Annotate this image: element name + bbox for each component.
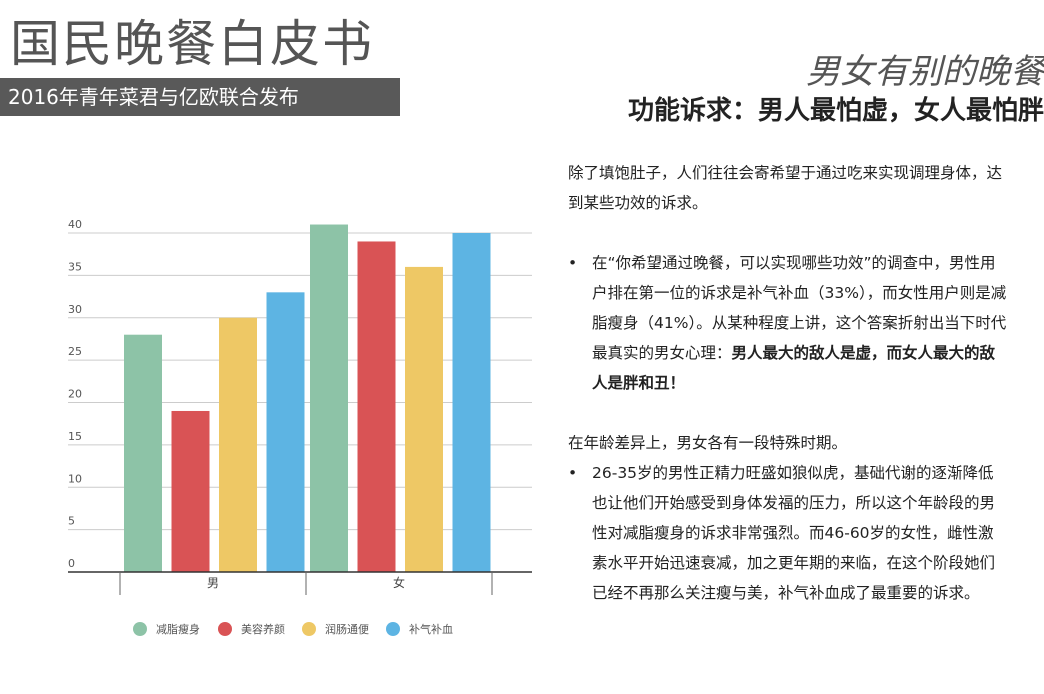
bullet-item: • 在“你希望通过晚餐，可以实现哪些功效”的调查中，男性用户排在第一位的诉求是补气… <box>568 248 1008 398</box>
paragraph: 除了填饱肚子，人们往往会寄希望于通过吃来实现调理身体，达到某些功效的诉求。 <box>568 164 1003 212</box>
paragraph: 在年龄差异上，男女各有一段特殊时期。 <box>568 434 848 452</box>
y-tick-label: 5 <box>68 515 75 528</box>
legend-label: 润肠通便 <box>325 622 369 636</box>
section-title: 男女有别的晚餐 <box>806 52 1044 92</box>
bullet-text: 26-35岁的男性正精力旺盛如狼似虎，基础代谢的逐渐降低也让他们开始感受到身体发… <box>592 464 996 602</box>
page-title: 国民晚餐白皮书 <box>10 15 374 73</box>
y-tick-label: 10 <box>68 472 82 485</box>
x-tick-label: 男 <box>207 576 219 590</box>
bar <box>124 334 162 572</box>
y-tick-label: 20 <box>68 388 82 401</box>
bold-text: 男人最大的敌人是虚，而女人最大的敌人是胖和丑！ <box>592 344 996 392</box>
bullet-item: • 26-35岁的男性正精力旺盛如狼似虎，基础代谢的逐渐降低也让他们开始感受到身体… <box>568 458 1008 608</box>
subtitle-banner: 2016年青年菜君与亿欧联合发布 <box>0 78 400 116</box>
y-tick-label: 40 <box>68 218 82 231</box>
legend-swatch <box>386 622 400 636</box>
bar <box>357 241 396 572</box>
bar <box>266 292 305 572</box>
headline: 功能诉求：男人最怕虚，女人最怕胖 <box>627 96 1044 126</box>
legend-swatch <box>302 622 316 636</box>
y-tick-label: 35 <box>68 260 82 273</box>
legend-swatch <box>133 622 147 636</box>
bar <box>310 224 348 572</box>
legend-label: 减脂瘦身 <box>156 622 200 636</box>
legend-label: 补气补血 <box>409 622 453 636</box>
bar <box>405 266 443 572</box>
legend-swatch <box>218 622 232 636</box>
bar <box>219 317 257 572</box>
y-tick-label: 0 <box>68 557 75 570</box>
bullet-icon: • <box>568 254 578 272</box>
bullet-text: 在“你希望通过晚餐，可以实现哪些功效”的调查中，男性用户排在第一位的诉求是补气补… <box>592 254 1007 362</box>
bar <box>452 233 491 572</box>
bar <box>171 410 210 572</box>
legend-label: 美容养颜 <box>241 622 285 636</box>
y-tick-label: 30 <box>68 303 82 316</box>
x-tick-label: 女 <box>393 575 405 590</box>
bullet-icon: • <box>568 464 578 482</box>
body-text: 除了填饱肚子，人们往往会寄希望于通过吃来实现调理身体，达到某些功效的诉求。 • 在… <box>568 158 1008 608</box>
y-tick-label: 25 <box>68 345 82 358</box>
y-tick-label: 15 <box>68 430 82 443</box>
